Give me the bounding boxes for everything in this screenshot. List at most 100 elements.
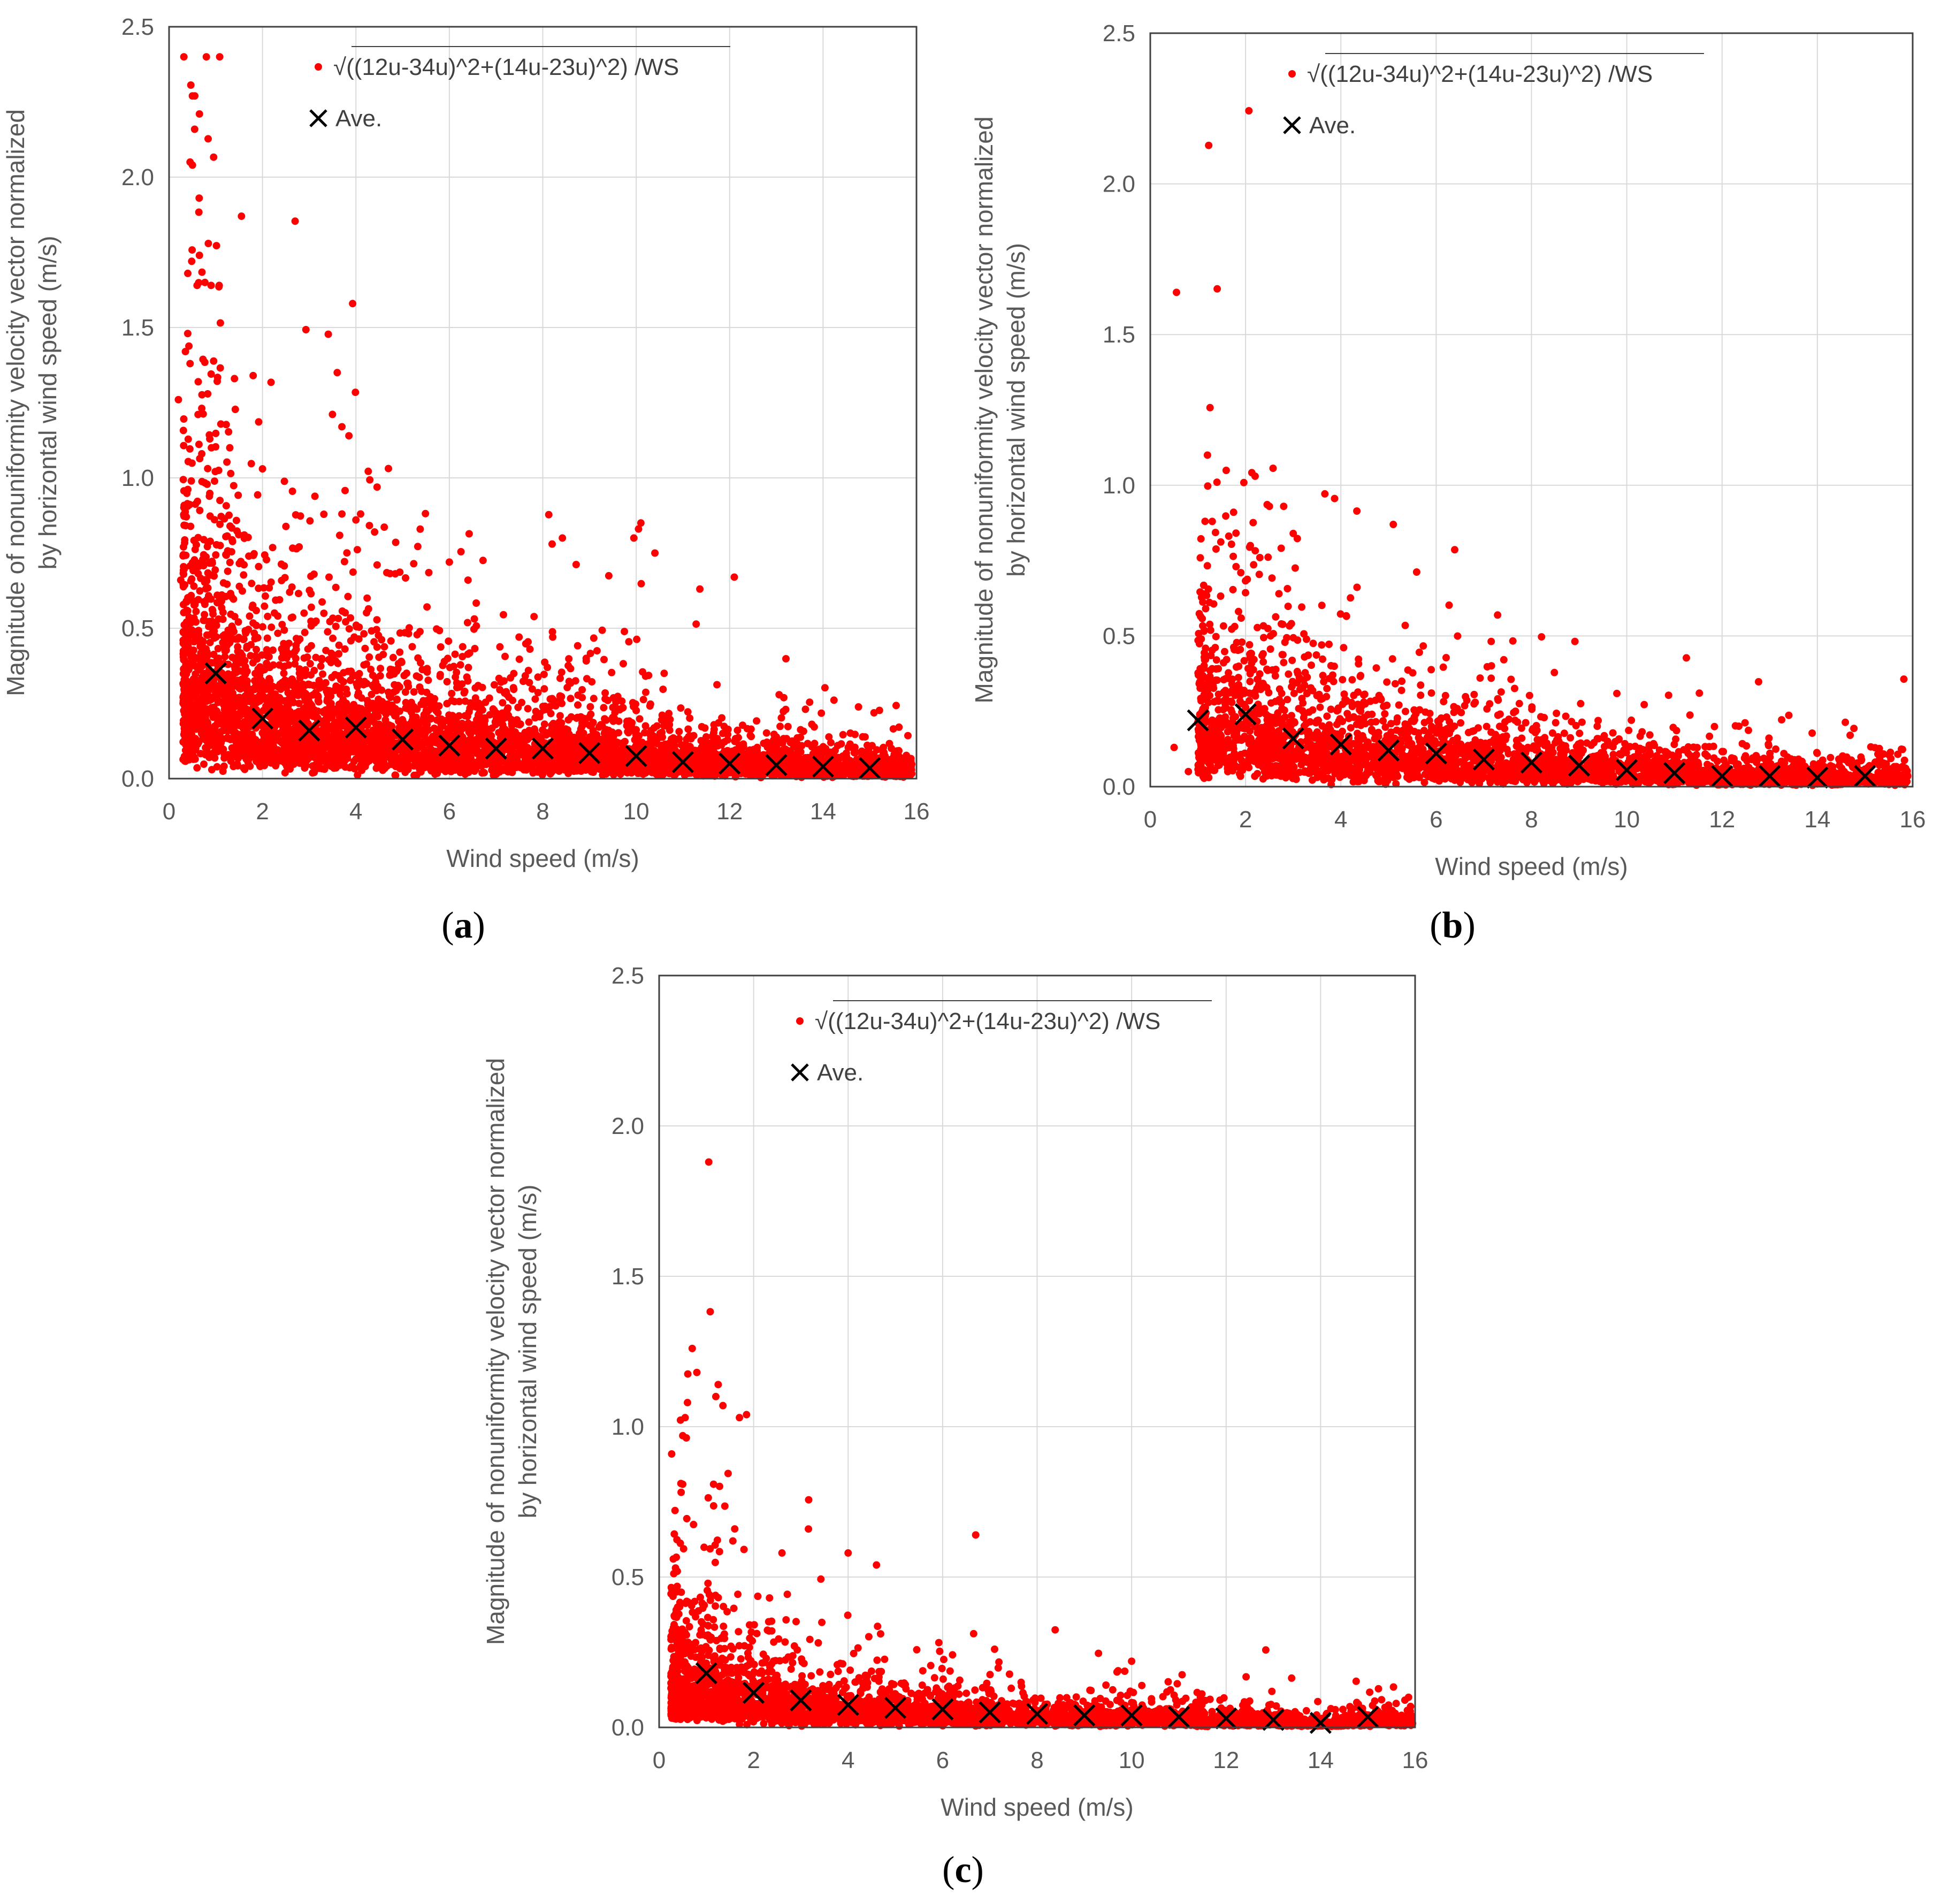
scatter-point: [400, 672, 408, 680]
scatter-point: [433, 716, 441, 724]
scatter-point: [472, 701, 480, 709]
scatter-point: [817, 709, 826, 717]
scatter-point: [295, 590, 302, 598]
scatter-point: [590, 733, 598, 741]
scatter-point: [448, 690, 456, 697]
scatter-point: [301, 764, 309, 772]
scatter-point: [521, 676, 529, 684]
scatter-point: [784, 722, 792, 730]
scatter-point: [247, 460, 255, 468]
scatter-point: [182, 641, 190, 649]
scatter-point: [373, 616, 381, 624]
scatter-point: [179, 738, 187, 746]
scatter-point: [401, 688, 409, 696]
scatter-point: [301, 672, 309, 680]
scatter-point: [396, 683, 403, 691]
scatter-point: [464, 664, 472, 672]
scatter-point: [285, 661, 293, 669]
scatter-point: [233, 527, 241, 535]
scatter-point: [336, 710, 344, 718]
scatter-point: [219, 767, 227, 775]
scatter-point: [519, 733, 528, 741]
scatter-point: [183, 606, 191, 614]
scatter-point: [386, 569, 394, 577]
scatter-point: [241, 765, 249, 773]
scatter-point: [696, 585, 704, 593]
scatter-point: [311, 492, 319, 500]
scatter-point: [424, 726, 432, 734]
scatter-point: [666, 726, 674, 734]
scatter-point: [839, 731, 847, 738]
scatter-point: [544, 664, 552, 672]
scatter-point: [257, 748, 265, 756]
scatter-point: [609, 704, 617, 712]
scatter-point: [559, 534, 567, 542]
scatter-point: [904, 732, 912, 740]
scatter-point: [600, 656, 608, 664]
scatter-point: [248, 742, 256, 750]
scatter-point: [209, 606, 217, 614]
scatter-point: [212, 443, 220, 451]
scatter-point: [743, 725, 751, 733]
scatter-point: [255, 418, 263, 426]
scatter-point: [341, 486, 349, 494]
scatter-point: [654, 770, 662, 778]
scatter-point: [180, 543, 187, 551]
scatter-point: [210, 153, 218, 161]
scatter-point: [601, 689, 609, 697]
scatter-point: [404, 679, 412, 687]
x-tick-label: 0: [163, 798, 175, 825]
scatter-point: [391, 771, 399, 779]
scatter-point: [514, 703, 522, 711]
scatter-point: [179, 427, 187, 435]
scatter-point: [194, 378, 202, 386]
y-axis-title-line1: Magnitude of nonuniformity velocity vect…: [2, 109, 29, 696]
scatter-point: [827, 738, 835, 747]
scatter-point: [187, 681, 195, 689]
scatter-point: [278, 621, 286, 629]
scatter-point: [545, 511, 553, 519]
scatter-point: [801, 761, 809, 770]
scatter-point: [231, 406, 239, 413]
scatter-point: [595, 723, 603, 731]
scatter-point: [534, 768, 542, 776]
scatter-point: [639, 696, 647, 704]
scatter-point: [344, 592, 352, 600]
scatter-point: [422, 509, 430, 517]
scatter-point: [311, 742, 319, 750]
scatter-point: [209, 625, 217, 633]
scatter-point: [280, 477, 288, 485]
scatter-point: [549, 633, 557, 641]
scatter-point: [349, 300, 357, 308]
scatter-point: [219, 608, 227, 616]
scatter-point: [587, 710, 595, 718]
scatter-point: [806, 698, 814, 706]
scatter-point: [468, 759, 476, 767]
scatter-point: [212, 242, 220, 250]
scatter-point: [195, 194, 203, 202]
scatter-point: [212, 633, 220, 641]
scatter-point: [355, 689, 362, 697]
scatter-point: [893, 747, 901, 755]
scatter-point: [511, 759, 519, 767]
scatter-point: [246, 688, 254, 696]
scatter-point: [202, 53, 210, 61]
scatter-point: [567, 695, 575, 703]
scatter-point: [265, 584, 273, 592]
scatter-point: [564, 716, 572, 724]
scatter-point: [373, 483, 381, 491]
scatter-point: [496, 643, 504, 651]
scatter-point: [507, 674, 515, 682]
scatter-point: [780, 707, 788, 715]
scatter-point: [459, 653, 467, 660]
scatter-point: [355, 623, 363, 631]
scatter-point: [620, 660, 627, 668]
scatter-point: [521, 748, 529, 756]
scatter-point: [184, 458, 192, 466]
scatter-point: [435, 702, 443, 710]
scatter-point: [233, 710, 241, 718]
scatter-point: [880, 743, 888, 751]
x-tick-label: 16: [904, 798, 930, 825]
scatter-point: [677, 704, 685, 712]
